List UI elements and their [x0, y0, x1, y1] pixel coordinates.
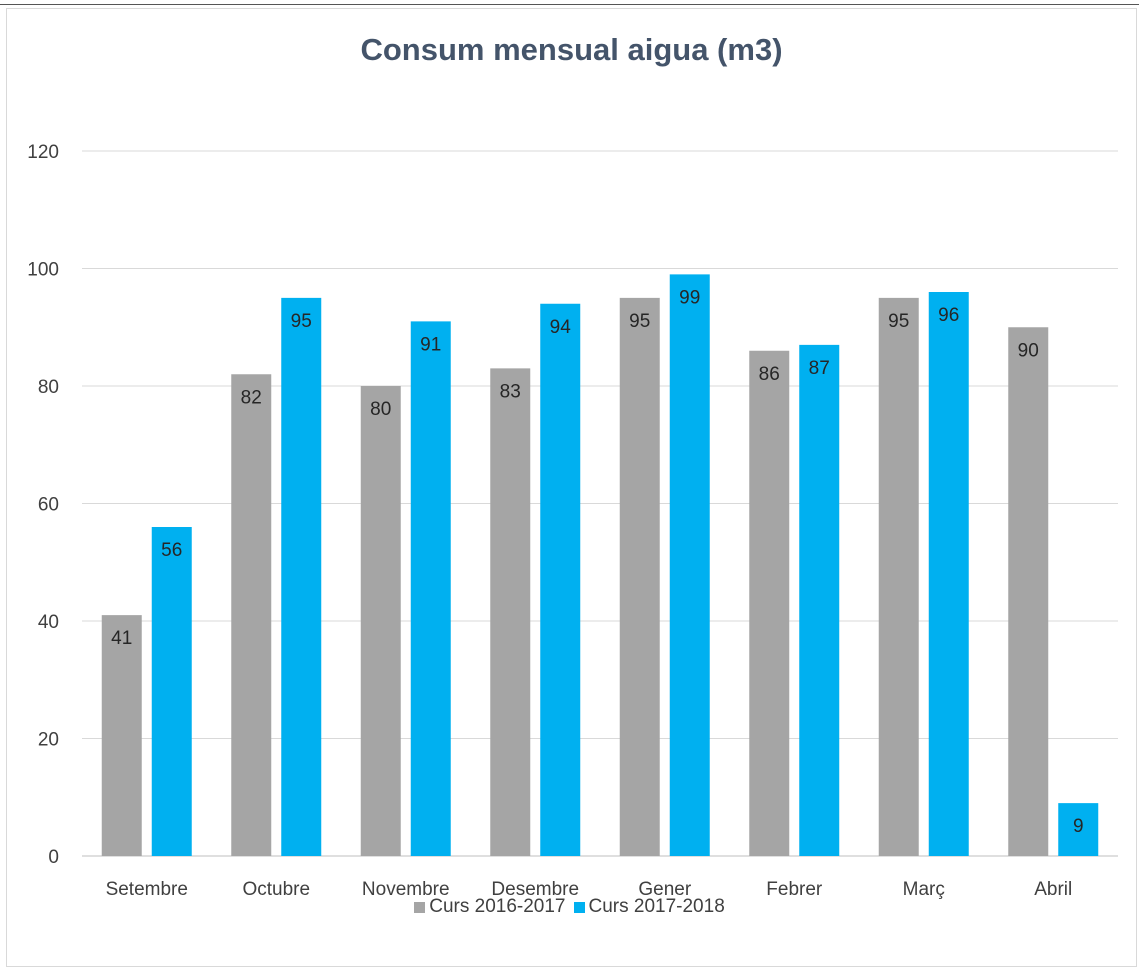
data-label: 95 [888, 311, 909, 332]
y-tick-label: 20 [38, 730, 59, 751]
y-tick-label: 80 [38, 377, 59, 398]
bars: 41 56 82 95 80 91 83 94 95 99 86 87 95 96 90 9 [101, 274, 1099, 856]
bar [410, 321, 451, 856]
bar [799, 344, 840, 856]
x-tick-label: Setembre [106, 879, 188, 900]
y-axis: 0 20 40 60 80 100 120 [27, 142, 59, 868]
chart-title: Consum mensual aigua (m3) [360, 32, 783, 67]
data-label: 56 [161, 540, 182, 561]
bar [1008, 327, 1049, 856]
x-tick-label: Febrer [766, 879, 823, 900]
legend-item: Curs 2017-2018 [573, 896, 725, 918]
data-label: 87 [809, 358, 830, 379]
y-tick-label: 100 [27, 260, 59, 281]
x-tick-label: Octubre [242, 879, 310, 900]
data-label: 96 [938, 305, 959, 326]
data-label: 95 [291, 311, 312, 332]
y-tick-label: 0 [48, 847, 59, 868]
bar [749, 350, 790, 856]
data-label: 91 [420, 334, 441, 355]
x-tick-label: Març [903, 879, 945, 900]
data-label: 95 [629, 311, 650, 332]
bar [101, 615, 142, 856]
data-label: 86 [759, 364, 780, 385]
data-label: 41 [111, 628, 132, 649]
top-rule [0, 4, 1139, 5]
bar [281, 297, 322, 856]
x-axis: Setembre Octubre Novembre Desembre Gener Febr… [106, 879, 1073, 900]
data-label: 80 [370, 399, 391, 420]
data-label: 82 [241, 387, 262, 408]
data-label: 83 [500, 381, 521, 402]
bar [490, 368, 531, 856]
data-label: 99 [679, 287, 700, 308]
y-tick-label: 60 [38, 495, 59, 516]
bar [540, 303, 581, 856]
bar [878, 297, 919, 856]
legend-swatch [573, 901, 585, 913]
bar [669, 274, 710, 856]
data-label: 90 [1018, 340, 1039, 361]
legend-swatch [414, 901, 426, 913]
bar [928, 292, 969, 856]
bar [151, 527, 192, 856]
y-tick-label: 120 [27, 142, 59, 163]
bar [1058, 803, 1099, 856]
x-tick-label: Abril [1034, 879, 1072, 900]
legend-label: Curs 2017-2018 [588, 896, 725, 917]
bar [360, 386, 401, 856]
legend: Curs 2016-2017 Curs 2017-2018 [0, 896, 1139, 919]
legend-label: Curs 2016-2017 [429, 896, 566, 917]
x-tick-label: Novembre [362, 879, 450, 900]
bar [619, 297, 660, 856]
data-label: 9 [1073, 816, 1084, 837]
y-tick-label: 40 [38, 612, 59, 633]
legend-item: Curs 2016-2017 [414, 896, 566, 918]
x-tick-label: Gener [638, 879, 691, 900]
bar [231, 374, 272, 856]
data-label: 94 [550, 317, 572, 338]
x-tick-label: Desembre [491, 879, 579, 900]
